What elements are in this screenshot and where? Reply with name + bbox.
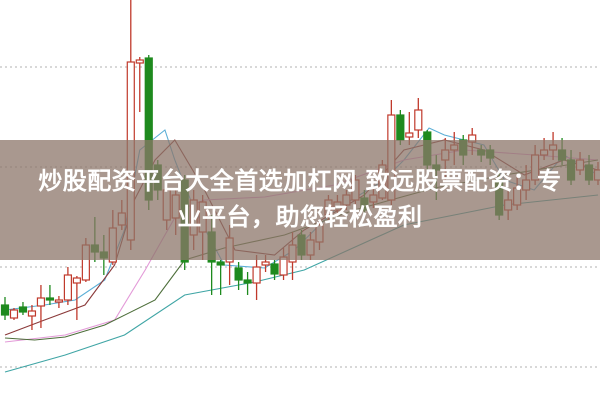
candle-body [0, 304, 10, 316]
candle-body [72, 277, 81, 284]
candle-body [18, 306, 28, 313]
candle-body [414, 109, 423, 131]
candle [414, 98, 423, 138]
banner-overlay [0, 140, 600, 260]
candle-body [63, 274, 72, 301]
candle [72, 276, 81, 320]
candle-body [135, 59, 144, 64]
candle [63, 267, 72, 305]
candle [234, 262, 243, 290]
candle-body [270, 263, 279, 275]
candle-body [9, 309, 19, 319]
banner-line-2: 业平台，助您轻松盈利 [177, 203, 423, 231]
candle [216, 260, 225, 295]
candle [405, 112, 414, 145]
candle [135, 57, 144, 112]
candle-body [252, 266, 261, 284]
candle [54, 296, 64, 308]
candle [243, 272, 252, 295]
candle [9, 308, 19, 320]
candle [18, 302, 28, 315]
candle [45, 285, 55, 305]
candle-body [36, 297, 46, 307]
candle [252, 255, 261, 300]
candle-body [27, 310, 37, 317]
candle [270, 260, 279, 280]
candle [27, 305, 37, 330]
candle [36, 285, 46, 328]
candle [0, 297, 10, 320]
banner-line-1: 炒股配资平台大全首选加杠网 致远股票配资：专 [38, 167, 562, 195]
candle-body [396, 114, 405, 141]
candle-body [216, 261, 225, 266]
candle-body [405, 132, 414, 138]
candle-body [243, 279, 252, 284]
candle-body [234, 267, 243, 281]
candle-body [261, 261, 270, 266]
candle-body [54, 299, 64, 303]
candle-body [45, 297, 55, 301]
banner-text: 炒股配资平台大全首选加杠网 致远股票配资：专 业平台，助您轻松盈利 [0, 163, 600, 235]
